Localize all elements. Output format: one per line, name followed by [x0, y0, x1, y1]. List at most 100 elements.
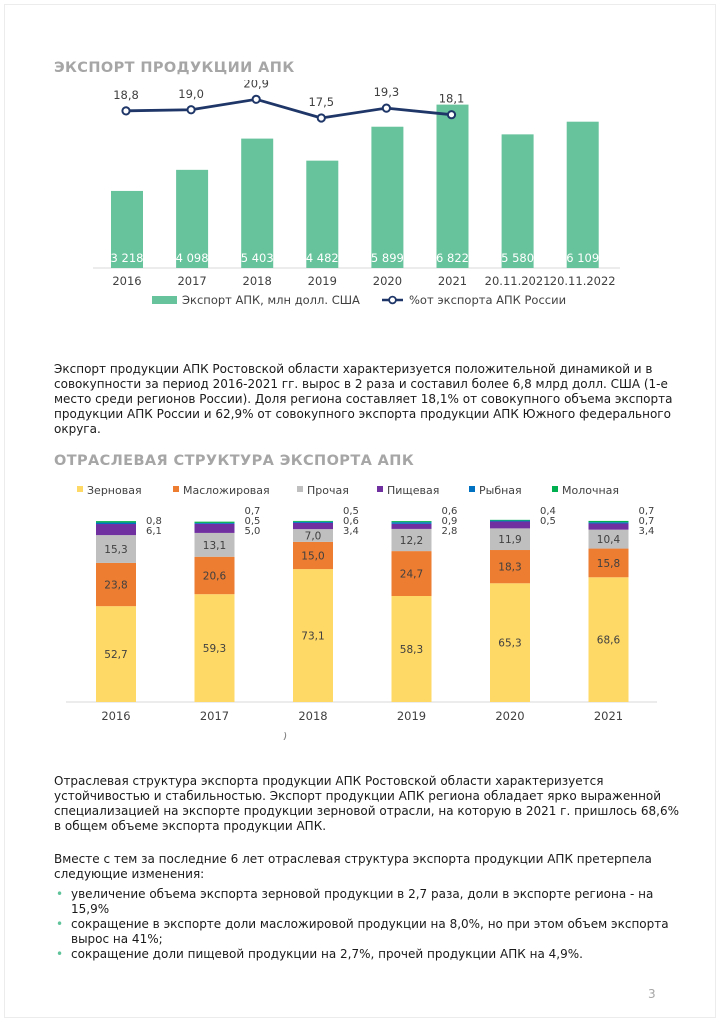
- x-tick-label: 2016: [101, 709, 130, 723]
- legend-marker: [388, 295, 397, 305]
- stack-segment: [588, 522, 629, 524]
- stack-segment: [588, 520, 629, 523]
- stack-segment: [293, 520, 333, 522]
- legend-swatch-bar: [152, 296, 177, 304]
- line-data-label: 18,8: [113, 88, 139, 102]
- chart-caption: ): [282, 730, 287, 740]
- page-number: 3: [648, 987, 656, 1001]
- stack-segment: [194, 594, 235, 702]
- bar-data-label: 5 403: [241, 251, 274, 265]
- segment-data-label: 15,0: [301, 550, 324, 562]
- stack-segment: [293, 522, 333, 530]
- list-item: увеличение объема экспорта зерновой прод…: [54, 887, 674, 917]
- stack-segment: [293, 569, 333, 702]
- line-point: [251, 94, 261, 104]
- x-tick-label: 20.11.2022: [550, 274, 616, 288]
- bar-data-label: 5 580: [501, 251, 534, 265]
- x-tick-label: 2019: [397, 709, 426, 723]
- stack-segment: [96, 521, 136, 523]
- stack-segment: [490, 528, 530, 551]
- segment-data-label: 15,8: [597, 558, 620, 570]
- structure-paragraph: Отраслевая структура экспорта продукции …: [54, 774, 679, 833]
- x-tick-label: 2018: [243, 274, 272, 288]
- line-data-label: 17,5: [308, 95, 334, 109]
- segment-data-label: 0,7: [245, 506, 261, 517]
- legend-label: Масложировая: [183, 484, 270, 497]
- structure-chart: Зерновая Масложировая Прочая Пищевая Рыбная М…: [66, 484, 657, 740]
- stack-segment: [391, 528, 432, 552]
- segment-data-label: 68,6: [597, 635, 621, 647]
- stack-segment: [194, 532, 235, 557]
- stack-segment: [293, 541, 333, 570]
- page-border: [4, 4, 716, 1018]
- bar-data-label: 3 218: [111, 251, 144, 265]
- bar: [111, 190, 143, 268]
- stack-segment: [96, 522, 136, 525]
- changes-intro-paragraph: Вместе с тем за последние 6 лет отраслев…: [54, 852, 652, 881]
- x-tick-label: 2017: [177, 274, 206, 288]
- bar: [306, 160, 339, 268]
- x-tick-label: 2020: [495, 709, 524, 723]
- stack-segment: [293, 529, 333, 542]
- segment-data-label: 0,7: [639, 516, 655, 527]
- legend-label: Рыбная: [479, 484, 522, 497]
- changes-list: увеличение объема экспорта зерновой прод…: [54, 887, 674, 962]
- x-tick-label: 2019: [308, 274, 337, 288]
- bar-data-label: 4 482: [306, 251, 339, 265]
- x-tick-label: 2018: [298, 709, 327, 723]
- stack-segment: [490, 519, 530, 521]
- segment-data-label: 3,4: [343, 526, 359, 537]
- line-data-label: 18,1: [439, 92, 465, 106]
- segment-data-label: 2,8: [442, 526, 458, 537]
- bar-data-label: 6 109: [566, 251, 599, 265]
- segment-data-label: 0,8: [146, 516, 162, 527]
- segment-data-label: 12,2: [400, 535, 423, 547]
- series-line: [125, 97, 452, 120]
- x-tick-label: 2021: [438, 274, 467, 288]
- line-point: [316, 113, 326, 123]
- segment-data-label: 0,5: [245, 516, 261, 527]
- legend-swatch: [173, 486, 179, 492]
- bar: [501, 134, 534, 268]
- segment-data-label: 59,3: [203, 643, 226, 655]
- stack-segment: [391, 523, 432, 529]
- legend-swatch: [377, 486, 383, 492]
- list-item: сокращение в экспорте доли масложировой …: [54, 917, 674, 947]
- segment-data-label: 18,3: [498, 562, 521, 574]
- stack-segment: [194, 523, 235, 533]
- legend-swatch: [552, 486, 558, 492]
- segment-data-label: 10,4: [597, 534, 621, 546]
- stack-segment: [96, 524, 136, 536]
- legend-swatch: [297, 486, 303, 492]
- bar: [241, 138, 274, 268]
- segment-data-label: 13,1: [203, 540, 226, 552]
- segment-data-label: 0,4: [540, 506, 556, 517]
- legend-label: Прочая: [307, 484, 349, 497]
- segment-data-label: 0,5: [540, 516, 556, 527]
- stack-segment: [194, 521, 235, 523]
- stack-segment: [588, 548, 629, 578]
- line-point: [381, 103, 391, 113]
- stack-segment: [194, 556, 235, 595]
- legend-label: Пищевая: [387, 484, 439, 497]
- bar-data-label: 6 822: [436, 251, 469, 265]
- legend-label: Зерновая: [87, 484, 142, 497]
- bar-data-label: 4 098: [176, 251, 209, 265]
- bar: [436, 104, 469, 268]
- stack-segment: [588, 529, 629, 549]
- segment-data-label: 5,0: [245, 526, 261, 537]
- segment-data-label: 7,0: [305, 530, 322, 542]
- segment-data-label: 23,8: [104, 580, 127, 592]
- legend-label: Экспорт АПК, млн долл. США: [182, 293, 360, 307]
- x-tick-label: 2017: [200, 709, 229, 723]
- stack-segment: [96, 606, 136, 702]
- segment-data-label: 58,3: [400, 644, 423, 656]
- segment-data-label: 0,7: [639, 506, 655, 517]
- segment-data-label: 0,6: [442, 506, 458, 517]
- line-point: [121, 106, 131, 116]
- line-point: [446, 110, 457, 120]
- segment-data-label: 52,7: [104, 649, 127, 661]
- list-item: сокращение доли пищевой продукции на 2,7…: [54, 947, 674, 962]
- stack-segment: [96, 535, 136, 563]
- segment-data-label: 20,6: [203, 570, 227, 582]
